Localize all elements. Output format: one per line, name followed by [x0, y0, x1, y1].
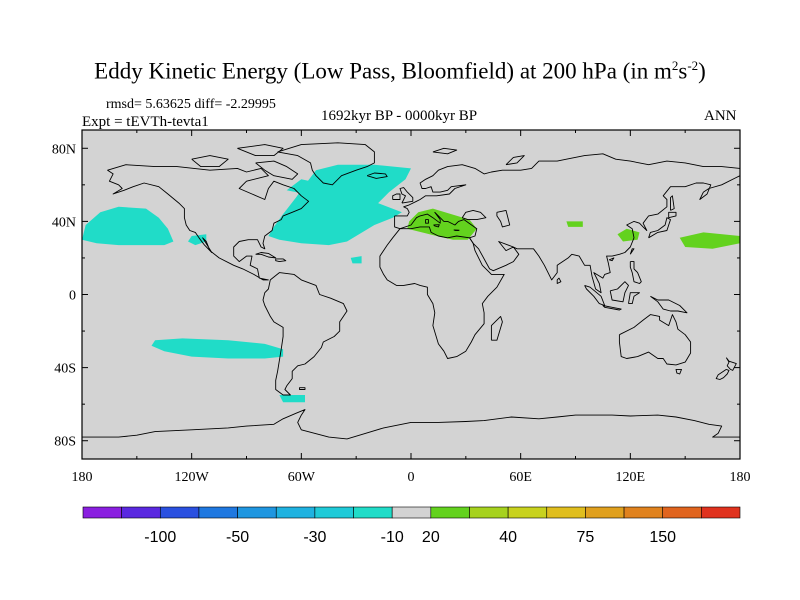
colorbar-box [391, 506, 432, 519]
colorbar-label: -30 [303, 529, 326, 546]
coast-nz-south [715, 368, 730, 380]
colorbar-box [198, 506, 238, 519]
x-tick-label: 180 [72, 470, 93, 485]
x-tick-label: 60E [509, 470, 532, 485]
negative-anomaly-region [279, 395, 305, 403]
experiment-label: Expt = tEVTh-tevta1 [82, 114, 209, 130]
colorbar-label: 75 [577, 529, 595, 546]
colorbar-box [314, 506, 354, 519]
coast-madagascar [490, 315, 503, 341]
coast-sicily [433, 224, 440, 228]
x-tick-label: 0 [408, 470, 415, 485]
colorbar-labels: -100 -50 -30 -10 20 40 75 150 [144, 529, 676, 546]
coast-borneo [609, 281, 629, 303]
negative-anomaly-region [188, 234, 207, 246]
coastlines [82, 142, 740, 440]
colorbar-label: 150 [649, 529, 676, 546]
colorbar-box [585, 506, 625, 519]
coast-philippines [629, 261, 642, 284]
coast-sumatra [584, 284, 606, 306]
stats-text: rmsd= 5.63625 diff= -2.29995 [106, 97, 276, 112]
negative-anomaly-region [82, 206, 174, 246]
coast-hispaniola [275, 258, 287, 263]
coast-sardinia [425, 219, 429, 224]
y-tick-label: 80S [54, 435, 76, 450]
anomaly-regions [82, 164, 740, 403]
period-label: 1692kyr BP - 0000kyr BP [321, 108, 478, 124]
coast-arctic-island-1 [191, 155, 229, 168]
colorbar-box [469, 506, 509, 519]
coast-cuba [255, 252, 277, 259]
season-label: ANN [704, 108, 737, 124]
coast-arctic-island-2 [237, 144, 284, 157]
colorbar [82, 506, 741, 519]
colorbar-box [507, 506, 548, 519]
positive-anomaly-region [679, 232, 740, 249]
colorbar-label: 20 [422, 529, 440, 546]
coast-greenland [277, 142, 375, 186]
colorbar-box [275, 506, 316, 519]
positive-anomaly-region [566, 221, 583, 227]
colorbar-box [701, 506, 741, 519]
map-background [82, 130, 740, 459]
coast-south-america [262, 272, 348, 396]
positive-anomaly-region [407, 208, 477, 240]
coast-black-sea [461, 209, 487, 221]
coast-africa [379, 226, 505, 359]
colorbar-box [353, 506, 393, 519]
colorbar-box [121, 506, 161, 519]
coast-sri-lanka [556, 277, 562, 284]
coast-baffin-island [255, 160, 299, 180]
colorbar-label: 40 [499, 529, 517, 546]
coast-taiwan [629, 248, 635, 255]
coast-caspian-sea [496, 209, 511, 228]
coast-nz-north [725, 357, 737, 371]
colorbar-box [546, 506, 586, 519]
coast-sakhalin [670, 195, 675, 211]
colorbar-label: -100 [144, 529, 176, 546]
colorbar-label: -10 [381, 529, 404, 546]
coast-novaya-zemlya [505, 155, 525, 166]
axis-tick-labels: 180 120W 60W 0 60E 120E 180 80N 40N 0 40S 80S [52, 142, 751, 485]
coast-crete [453, 229, 460, 231]
y-tick-label: 40S [54, 362, 76, 377]
colorbar-label: -50 [226, 529, 249, 546]
coast-sulawesi [628, 292, 640, 305]
x-tick-label: 120W [175, 470, 210, 485]
coast-great-britain [399, 187, 414, 204]
coast-ireland [392, 193, 401, 200]
colorbar-box [159, 506, 200, 519]
negative-anomaly-region [286, 179, 311, 194]
negative-anomaly-region [151, 338, 284, 359]
x-tick-label: 180 [730, 470, 751, 485]
coast-australia [618, 314, 692, 366]
coast-eurasia [394, 153, 740, 294]
coast-honshu [648, 217, 671, 239]
coast-tasmania [675, 368, 682, 375]
coast-iceland [366, 172, 388, 179]
y-tick-label: 0 [69, 289, 76, 304]
coast-java [602, 305, 622, 311]
coast-antarctica [82, 409, 740, 440]
colorbar-box [237, 506, 277, 519]
negative-anomaly-region [268, 164, 411, 246]
colorbar-box [82, 506, 122, 519]
x-tick-label: 120E [616, 470, 646, 485]
coast-falklands [299, 387, 306, 390]
coast-hokkaido [668, 211, 677, 219]
colorbar-box [430, 506, 470, 519]
colorbar-box [662, 506, 702, 519]
y-tick-label: 80N [52, 142, 76, 157]
axis-ticks [81, 130, 741, 459]
negative-anomaly-region [350, 256, 362, 264]
y-tick-label: 40N [52, 215, 76, 230]
coast-new-guinea [650, 295, 688, 314]
colorbar-box [623, 506, 664, 519]
coast-svalbard [432, 147, 458, 155]
chart-title: Eddy Kinetic Energy (Low Pass, Bloomfiel… [94, 58, 706, 84]
coast-north-america [107, 164, 310, 281]
coast-hainan [608, 257, 615, 262]
x-tick-label: 60W [288, 470, 316, 485]
